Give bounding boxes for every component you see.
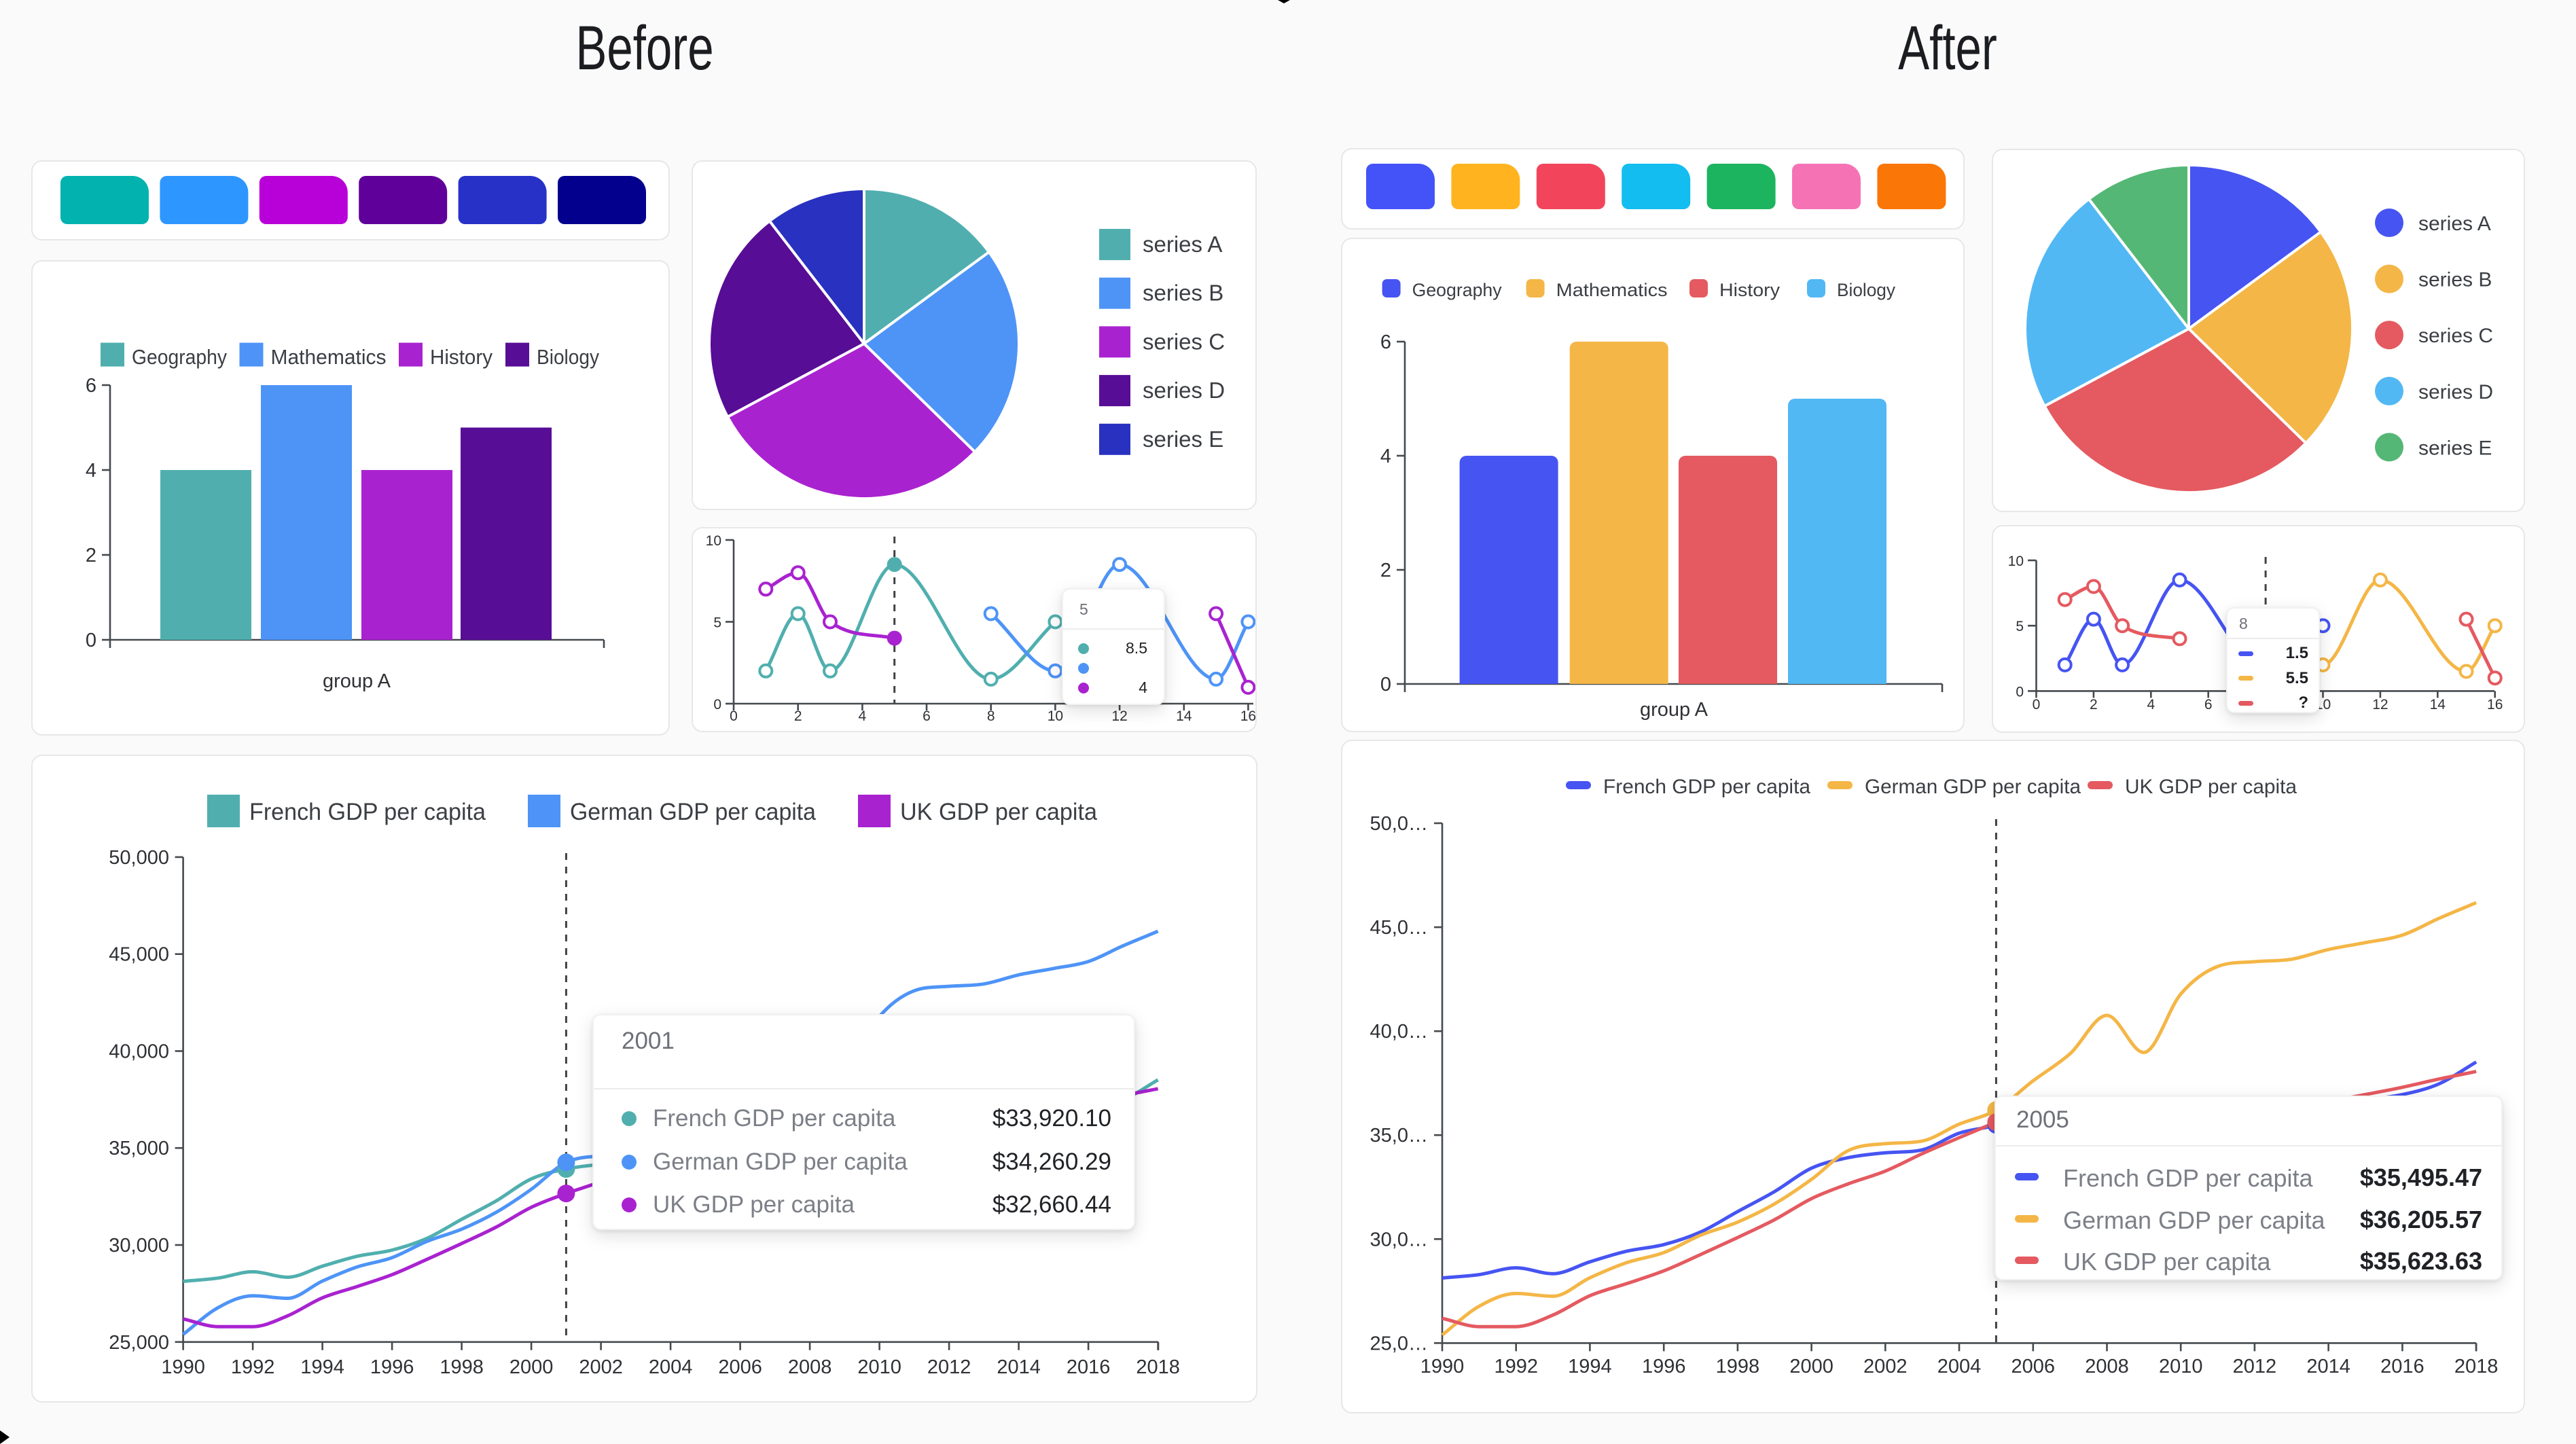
svg-text:30,000: 30,000 bbox=[109, 1235, 169, 1257]
svg-text:1996: 1996 bbox=[1642, 1356, 1686, 1377]
svg-text:4: 4 bbox=[859, 708, 867, 724]
svg-text:2006: 2006 bbox=[2011, 1356, 2056, 1377]
svg-text:series C: series C bbox=[1143, 329, 1225, 354]
svg-text:1992: 1992 bbox=[231, 1356, 275, 1378]
svg-text:2010: 2010 bbox=[2159, 1356, 2203, 1377]
svg-text:2014: 2014 bbox=[2306, 1356, 2350, 1377]
svg-text:1998: 1998 bbox=[440, 1356, 484, 1378]
svg-text:4: 4 bbox=[1380, 446, 1391, 467]
svg-text:2008: 2008 bbox=[788, 1356, 832, 1378]
svg-text:35,000: 35,000 bbox=[109, 1138, 169, 1159]
svg-text:2000: 2000 bbox=[509, 1356, 554, 1378]
svg-text:Geography: Geography bbox=[1412, 280, 1502, 300]
svg-text:45,0…: 45,0… bbox=[1370, 917, 1428, 939]
svg-text:2: 2 bbox=[2090, 697, 2098, 712]
svg-text:10: 10 bbox=[2008, 554, 2024, 569]
svg-text:50,0…: 50,0… bbox=[1370, 813, 1428, 835]
svg-text:series D: series D bbox=[2418, 381, 2493, 403]
svg-text:German GDP per capita: German GDP per capita bbox=[1865, 776, 2081, 798]
svg-text:series B: series B bbox=[2418, 269, 2492, 291]
svg-text:series A: series A bbox=[1143, 232, 1222, 257]
svg-text:2018: 2018 bbox=[2454, 1356, 2499, 1377]
svg-text:Biology: Biology bbox=[1837, 280, 1895, 300]
svg-text:UK GDP per capita: UK GDP per capita bbox=[900, 799, 1098, 825]
svg-text:group A: group A bbox=[1640, 699, 1709, 721]
svg-text:series D: series D bbox=[1143, 378, 1225, 403]
svg-text:Mathematics: Mathematics bbox=[271, 345, 387, 369]
svg-text:2008: 2008 bbox=[2085, 1356, 2129, 1377]
svg-text:2002: 2002 bbox=[579, 1356, 623, 1378]
svg-text:1996: 1996 bbox=[370, 1356, 414, 1378]
svg-text:Geography: Geography bbox=[132, 345, 227, 369]
svg-text:History: History bbox=[1719, 280, 1781, 300]
svg-text:2018: 2018 bbox=[1136, 1356, 1180, 1378]
svg-text:2016: 2016 bbox=[2380, 1356, 2425, 1377]
svg-text:5: 5 bbox=[713, 615, 721, 631]
svg-text:10: 10 bbox=[706, 533, 721, 549]
svg-text:14: 14 bbox=[2430, 697, 2446, 712]
svg-text:2016: 2016 bbox=[1067, 1356, 1111, 1378]
svg-text:6: 6 bbox=[923, 708, 931, 724]
svg-text:0: 0 bbox=[86, 630, 96, 651]
svg-text:0: 0 bbox=[713, 697, 721, 712]
svg-text:UK GDP per capita: UK GDP per capita bbox=[2125, 776, 2297, 798]
svg-text:25,000: 25,000 bbox=[109, 1332, 169, 1354]
svg-text:50,000: 50,000 bbox=[109, 847, 169, 869]
svg-text:German GDP per capita: German GDP per capita bbox=[570, 799, 817, 825]
svg-text:4: 4 bbox=[86, 460, 96, 482]
svg-text:4: 4 bbox=[2147, 697, 2155, 712]
svg-text:16: 16 bbox=[1240, 708, 1255, 724]
svg-text:series C: series C bbox=[2418, 325, 2493, 347]
svg-text:2002: 2002 bbox=[1863, 1356, 1908, 1377]
svg-text:Mathematics: Mathematics bbox=[1556, 280, 1668, 300]
svg-text:2014: 2014 bbox=[997, 1356, 1041, 1378]
svg-text:2: 2 bbox=[86, 545, 96, 566]
svg-text:40,000: 40,000 bbox=[109, 1041, 169, 1063]
svg-text:10: 10 bbox=[1048, 708, 1063, 724]
svg-text:0: 0 bbox=[2033, 697, 2041, 712]
svg-text:2: 2 bbox=[1380, 560, 1391, 581]
svg-text:series E: series E bbox=[2418, 437, 2492, 459]
svg-text:0: 0 bbox=[1380, 674, 1391, 696]
svg-text:0: 0 bbox=[730, 708, 738, 724]
svg-text:12: 12 bbox=[1111, 708, 1127, 724]
svg-text:French GDP per capita: French GDP per capita bbox=[249, 799, 486, 825]
svg-text:series A: series A bbox=[2418, 213, 2491, 235]
svg-text:Biology: Biology bbox=[537, 345, 599, 369]
svg-text:1994: 1994 bbox=[300, 1356, 344, 1378]
svg-text:6: 6 bbox=[1380, 331, 1391, 353]
svg-text:14: 14 bbox=[1176, 708, 1192, 724]
svg-text:2012: 2012 bbox=[927, 1356, 971, 1378]
svg-text:2: 2 bbox=[794, 708, 802, 724]
svg-text:5: 5 bbox=[2016, 619, 2024, 634]
svg-text:2012: 2012 bbox=[2233, 1356, 2277, 1377]
svg-text:0: 0 bbox=[2016, 684, 2024, 700]
svg-text:History: History bbox=[430, 345, 493, 369]
svg-text:6: 6 bbox=[2204, 697, 2213, 712]
svg-text:1990: 1990 bbox=[161, 1356, 205, 1378]
svg-text:1992: 1992 bbox=[1494, 1356, 1538, 1377]
svg-text:40,0…: 40,0… bbox=[1370, 1021, 1428, 1043]
svg-text:6: 6 bbox=[86, 375, 96, 397]
svg-text:2004: 2004 bbox=[649, 1356, 693, 1378]
svg-text:2006: 2006 bbox=[718, 1356, 762, 1378]
svg-text:35,0…: 35,0… bbox=[1370, 1125, 1428, 1147]
svg-text:2000: 2000 bbox=[1789, 1356, 1833, 1377]
svg-text:series E: series E bbox=[1143, 427, 1223, 452]
svg-text:16: 16 bbox=[2487, 697, 2503, 712]
svg-text:25,0…: 25,0… bbox=[1370, 1333, 1428, 1354]
svg-text:30,0…: 30,0… bbox=[1370, 1229, 1428, 1250]
svg-text:series B: series B bbox=[1143, 281, 1223, 306]
svg-text:8: 8 bbox=[987, 708, 995, 724]
svg-text:45,000: 45,000 bbox=[109, 944, 169, 966]
svg-text:1990: 1990 bbox=[1420, 1356, 1465, 1377]
svg-text:group A: group A bbox=[323, 670, 391, 692]
svg-text:2004: 2004 bbox=[1937, 1356, 1982, 1377]
svg-text:1994: 1994 bbox=[1568, 1356, 1612, 1377]
svg-text:French GDP per capita: French GDP per capita bbox=[1603, 776, 1810, 798]
svg-text:2010: 2010 bbox=[857, 1356, 901, 1378]
svg-text:1998: 1998 bbox=[1716, 1356, 1760, 1377]
svg-text:12: 12 bbox=[2372, 697, 2388, 712]
